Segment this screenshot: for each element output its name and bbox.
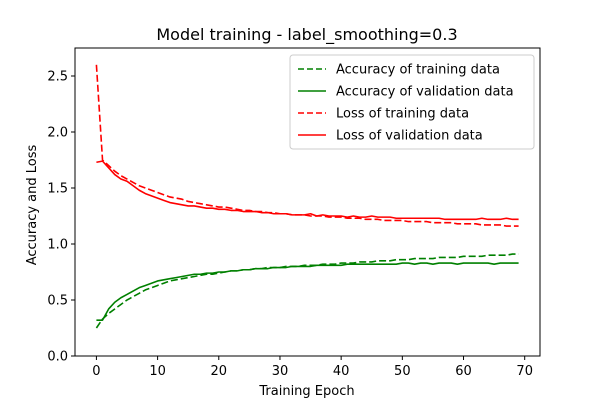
- legend-label-2: Accuracy of validation data: [336, 85, 514, 100]
- y-axis-label: Accuracy and Loss: [25, 144, 40, 265]
- x-tick-label: 30: [272, 364, 289, 379]
- series-line-4: [96, 160, 519, 221]
- x-axis-label: Training Epoch: [258, 384, 354, 399]
- chart-title: Model training - label_smoothing=0.3: [156, 25, 457, 45]
- x-tick-label: 40: [333, 364, 350, 379]
- x-tick-label: 60: [455, 364, 472, 379]
- x-tick-label: 0: [92, 364, 100, 379]
- legend-label-4: Loss of validation data: [336, 129, 483, 144]
- y-tick-label: 1.0: [47, 238, 68, 253]
- y-tick-label: 2.5: [47, 70, 68, 85]
- series-line-3: [95, 64, 519, 227]
- series-line-1: [95, 253, 519, 329]
- x-tick-label: 70: [516, 364, 533, 379]
- y-tick-label: 0.5: [47, 294, 68, 309]
- x-tick-label: 50: [394, 364, 411, 379]
- y-tick-label: 0.0: [47, 350, 68, 365]
- y-tick-label: 1.5: [47, 182, 68, 197]
- axes-frame: [74, 47, 541, 357]
- x-tick-label: 20: [211, 364, 228, 379]
- legend-box: [289, 54, 535, 150]
- series-line-2: [96, 262, 519, 321]
- legend-label-1: Accuracy of training data: [336, 63, 500, 78]
- legend-label-3: Loss of training data: [336, 107, 469, 122]
- x-tick-label: 10: [149, 364, 166, 379]
- legend: Accuracy of training data Accuracy of val…: [289, 54, 535, 150]
- y-tick-label: 2.0: [47, 126, 68, 141]
